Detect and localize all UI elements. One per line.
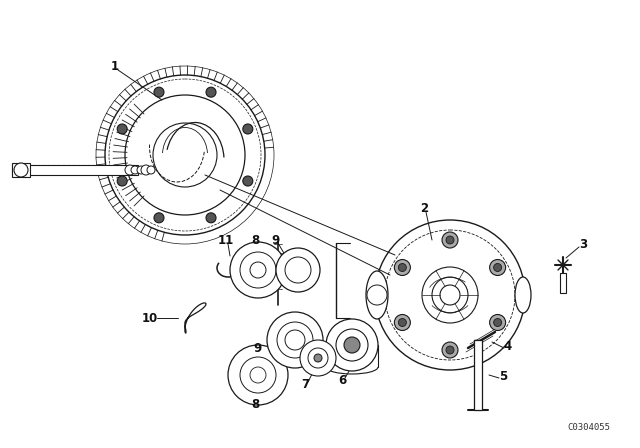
Circle shape — [314, 354, 322, 362]
Circle shape — [206, 213, 216, 223]
Circle shape — [493, 263, 502, 271]
Circle shape — [141, 165, 151, 175]
Text: 7: 7 — [301, 379, 309, 392]
Circle shape — [250, 367, 266, 383]
Circle shape — [308, 348, 328, 368]
Circle shape — [367, 285, 387, 305]
Text: 8: 8 — [251, 397, 259, 410]
Text: 1: 1 — [111, 60, 119, 73]
Circle shape — [285, 330, 305, 350]
Circle shape — [206, 87, 216, 97]
Circle shape — [344, 337, 360, 353]
Circle shape — [336, 329, 368, 361]
Circle shape — [117, 124, 127, 134]
Circle shape — [300, 340, 336, 376]
Circle shape — [394, 314, 410, 331]
Ellipse shape — [515, 277, 531, 313]
Circle shape — [97, 67, 273, 243]
Text: 9: 9 — [272, 233, 280, 246]
Circle shape — [117, 176, 127, 186]
Circle shape — [267, 312, 323, 368]
Text: 4: 4 — [504, 340, 512, 353]
Circle shape — [442, 232, 458, 248]
Circle shape — [370, 215, 530, 375]
Text: C0304055: C0304055 — [567, 423, 610, 432]
Circle shape — [228, 345, 288, 405]
Text: 10: 10 — [142, 311, 158, 324]
Circle shape — [326, 319, 378, 371]
Circle shape — [14, 163, 28, 177]
FancyBboxPatch shape — [474, 340, 482, 410]
Circle shape — [446, 346, 454, 354]
FancyBboxPatch shape — [12, 163, 30, 177]
FancyBboxPatch shape — [12, 165, 138, 175]
Circle shape — [490, 314, 506, 331]
Circle shape — [137, 166, 145, 174]
Circle shape — [276, 248, 320, 292]
Ellipse shape — [366, 271, 388, 319]
Circle shape — [243, 124, 253, 134]
Circle shape — [125, 165, 135, 175]
Text: 2: 2 — [420, 202, 428, 215]
Circle shape — [240, 357, 276, 393]
Circle shape — [240, 252, 276, 288]
Circle shape — [230, 242, 286, 298]
Text: 5: 5 — [499, 370, 507, 383]
Circle shape — [250, 262, 266, 278]
Circle shape — [490, 259, 506, 276]
Circle shape — [493, 319, 502, 327]
Circle shape — [398, 263, 406, 271]
Circle shape — [442, 342, 458, 358]
Circle shape — [446, 236, 454, 244]
Circle shape — [154, 213, 164, 223]
Circle shape — [398, 319, 406, 327]
FancyBboxPatch shape — [560, 273, 566, 293]
Circle shape — [147, 166, 155, 174]
Circle shape — [243, 176, 253, 186]
Circle shape — [154, 87, 164, 97]
Circle shape — [277, 322, 313, 358]
Text: 3: 3 — [579, 238, 587, 251]
Text: 8: 8 — [251, 233, 259, 246]
Circle shape — [394, 259, 410, 276]
Text: 6: 6 — [338, 375, 346, 388]
Text: 9: 9 — [253, 341, 261, 354]
Circle shape — [131, 166, 139, 174]
Text: 11: 11 — [218, 234, 234, 247]
Circle shape — [285, 257, 311, 283]
